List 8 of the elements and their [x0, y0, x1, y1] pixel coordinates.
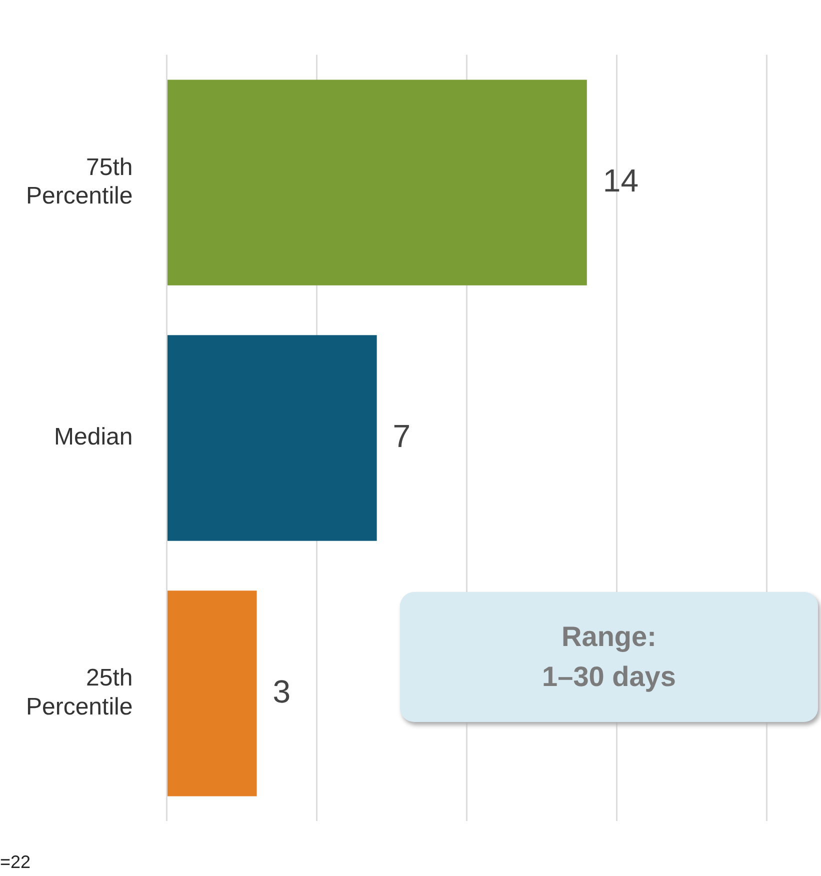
text: =22 — [0, 852, 31, 873]
data-label: 7 — [392, 418, 411, 454]
callout-box: Range: 1–30 days — [400, 592, 818, 722]
y-tick-label: 25th Percentile — [26, 664, 133, 720]
data-label: 14 — [602, 162, 638, 198]
y-tick-label: Median — [54, 424, 133, 451]
data-label: 3 — [272, 673, 291, 710]
y-tick-label: 75th Percentile — [26, 154, 133, 210]
